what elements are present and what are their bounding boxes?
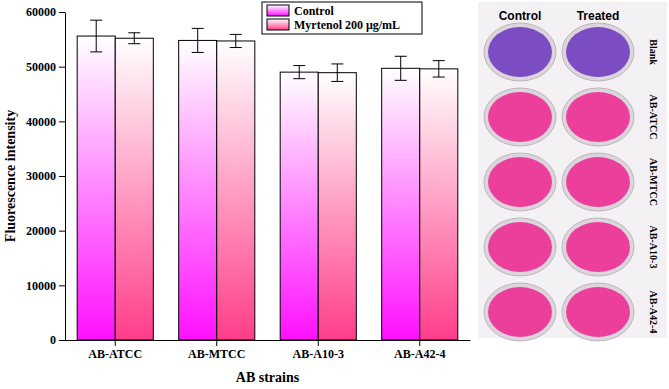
error-bar bbox=[293, 66, 305, 79]
error-bar bbox=[331, 64, 343, 81]
x-tick-label: AB-MTCC bbox=[188, 347, 245, 361]
y-tick: 0 bbox=[50, 333, 65, 347]
legend-box bbox=[262, 2, 422, 34]
plate-row-label: Blank bbox=[648, 39, 659, 65]
y-tick-mark bbox=[59, 12, 65, 13]
bar bbox=[217, 41, 255, 340]
y-tick-mark bbox=[59, 340, 65, 341]
well-rim bbox=[562, 283, 634, 341]
well-rim bbox=[484, 23, 556, 81]
error-bar bbox=[230, 34, 242, 47]
bar bbox=[318, 73, 356, 340]
legend-item: Control bbox=[267, 4, 334, 18]
plate-row-label: AB-MTCC bbox=[648, 158, 659, 206]
x-tick: AB-MTCC bbox=[188, 340, 245, 361]
x-tick-label: AB-ATCC bbox=[88, 347, 142, 361]
bar bbox=[382, 68, 420, 340]
legend-item: Myrtenol 200 μg/mL bbox=[267, 18, 400, 32]
y-tick: 60000 bbox=[26, 5, 65, 19]
bar bbox=[420, 69, 458, 340]
well-rim bbox=[484, 88, 556, 146]
x-tick-mark bbox=[318, 340, 319, 346]
x-axis-title: AB strains bbox=[236, 370, 300, 385]
well bbox=[488, 27, 552, 77]
x-tick: AB-ATCC bbox=[88, 340, 142, 361]
y-tick-mark bbox=[59, 285, 65, 286]
y-tick-label: 10000 bbox=[26, 279, 56, 293]
x-tick-mark bbox=[115, 340, 116, 346]
y-tick-label: 60000 bbox=[26, 5, 56, 19]
plate-row-label: AB-A42-4 bbox=[648, 291, 659, 334]
y-tick-label: 20000 bbox=[26, 224, 56, 238]
y-tick: 40000 bbox=[26, 115, 65, 129]
well-rim bbox=[484, 153, 556, 211]
y-axis-line bbox=[65, 13, 66, 341]
y-tick-mark bbox=[59, 231, 65, 232]
well bbox=[488, 157, 552, 207]
y-tick: 20000 bbox=[26, 224, 65, 238]
chart: 0100002000030000400005000060000AB-ATCCAB… bbox=[0, 0, 669, 389]
x-tick: AB-A42-4 bbox=[394, 340, 445, 361]
well-rim bbox=[484, 283, 556, 341]
legend-swatch bbox=[267, 5, 289, 16]
x-tick-label: AB-A10-3 bbox=[293, 347, 344, 361]
legend-label: Myrtenol 200 μg/mL bbox=[294, 18, 400, 32]
x-tick-label: AB-A42-4 bbox=[394, 347, 445, 361]
well bbox=[566, 287, 630, 337]
bar bbox=[77, 36, 115, 340]
legend-swatch bbox=[267, 19, 289, 30]
y-tick-mark bbox=[59, 121, 65, 122]
well-rim bbox=[484, 218, 556, 276]
well-rim bbox=[562, 153, 634, 211]
bar bbox=[280, 72, 318, 340]
plate-panel: Control Treated Blank AB-ATCC AB-MTCC AB-A10-… bbox=[478, 2, 667, 341]
y-tick-label: 40000 bbox=[26, 115, 56, 129]
y-tick-mark bbox=[59, 176, 65, 177]
y-tick: 30000 bbox=[26, 169, 65, 183]
plate-row-label: AB-ATCC bbox=[648, 95, 659, 140]
bar bbox=[179, 40, 217, 340]
y-axis-title: Fluorescence intensity bbox=[3, 110, 18, 242]
legend-label: Control bbox=[294, 4, 334, 18]
well bbox=[566, 157, 630, 207]
y-tick-label: 30000 bbox=[26, 169, 56, 183]
well bbox=[566, 222, 630, 272]
y-axis: 0 10000 20000 30000 40000 50000 60000 bbox=[26, 5, 66, 347]
error-bar bbox=[192, 28, 204, 52]
plate-column-label: Control bbox=[499, 9, 542, 23]
well bbox=[488, 287, 552, 337]
bar bbox=[115, 38, 153, 340]
x-axis-line bbox=[66, 340, 471, 341]
well bbox=[488, 222, 552, 272]
y-tick-label: 0 bbox=[50, 333, 56, 347]
well-rim bbox=[562, 218, 634, 276]
y-tick: 50000 bbox=[26, 60, 65, 74]
error-bar bbox=[395, 56, 407, 80]
plate-column-label: Treated bbox=[577, 9, 620, 23]
error-bar bbox=[90, 20, 102, 52]
plot-area bbox=[77, 20, 458, 340]
well bbox=[566, 92, 630, 142]
x-tick-mark bbox=[419, 340, 420, 346]
y-tick: 10000 bbox=[26, 279, 65, 293]
legend: ControlMyrtenol 200 μg/mL bbox=[262, 2, 422, 34]
well bbox=[488, 92, 552, 142]
error-bar bbox=[433, 61, 445, 77]
x-tick-mark bbox=[216, 340, 217, 346]
x-tick: AB-A10-3 bbox=[293, 340, 344, 361]
well-rim bbox=[562, 88, 634, 146]
plate-row-label: AB-A10-3 bbox=[648, 226, 659, 269]
y-tick-mark bbox=[59, 67, 65, 68]
well-rim bbox=[562, 23, 634, 81]
well bbox=[566, 27, 630, 77]
error-bar bbox=[128, 33, 140, 44]
x-axis: AB-ATCC AB-MTCC AB-A10-3 AB-A42-4 bbox=[66, 340, 471, 361]
y-tick-label: 50000 bbox=[26, 60, 56, 74]
